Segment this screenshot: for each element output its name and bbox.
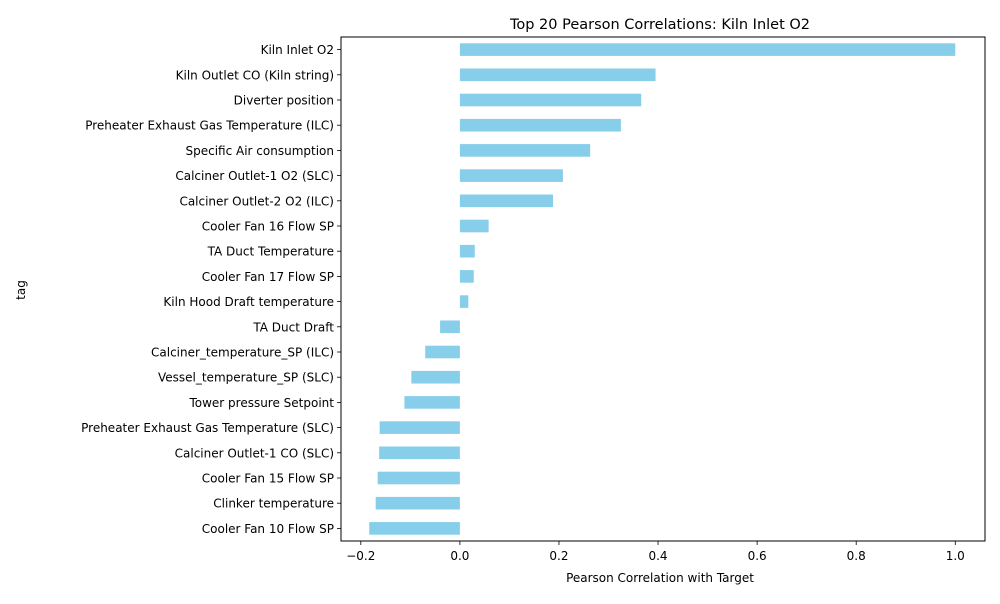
y-tick-label: Calciner Outlet-1 O2 (SLC): [175, 169, 334, 183]
y-tick-label: Cooler Fan 16 Flow SP: [202, 220, 334, 234]
y-tick-label: Calciner Outlet-2 O2 (ILC): [179, 194, 334, 208]
plot-frame: [340, 36, 986, 542]
y-tick-label: Preheater Exhaust Gas Temperature (ILC): [85, 119, 334, 133]
y-tick-label: Preheater Exhaust Gas Temperature (SLC): [81, 421, 334, 435]
y-tick-label: Calciner Outlet-1 CO (SLC): [175, 446, 334, 460]
bar: [425, 345, 460, 359]
y-tick-label: Specific Air consumption: [185, 144, 334, 158]
bars-layer: [369, 43, 956, 535]
bar: [459, 68, 656, 82]
y-tick-label: TA Duct Draft: [252, 320, 334, 334]
y-tick-label: Cooler Fan 15 Flow SP: [202, 472, 334, 486]
y-tick-label: Calciner_temperature_SP (ILC): [151, 346, 334, 360]
bar: [459, 93, 642, 107]
y-tick-label: Vessel_temperature_SP (SLC): [158, 371, 334, 385]
x-tick-label: 0.8: [847, 549, 866, 563]
bar: [459, 169, 563, 182]
y-tick-label: Kiln Hood Draft temperature: [163, 295, 334, 309]
bar: [377, 471, 460, 485]
y-tick-label: Diverter position: [234, 94, 334, 108]
chart-title: Top 20 Pearson Correlations: Kiln Inlet …: [509, 17, 810, 33]
y-tick-label: Kiln Outlet CO (Kiln string): [176, 68, 334, 82]
bar: [375, 496, 460, 510]
y-tick-label: Cooler Fan 17 Flow SP: [202, 270, 334, 284]
bar: [459, 144, 591, 157]
bar: [369, 522, 460, 535]
x-axis-label: Pearson Correlation with Target: [566, 571, 754, 585]
bar: [411, 370, 460, 384]
bar: [440, 320, 460, 334]
bar: [379, 421, 460, 434]
x-tick-label: −0.2: [346, 549, 375, 563]
bar: [459, 43, 956, 56]
bar: [459, 295, 469, 308]
y-tick-label: Kiln Inlet O2: [261, 43, 334, 57]
bar: [459, 194, 554, 208]
bar: [459, 270, 474, 283]
bar: [459, 219, 489, 233]
x-tick-label: 0.6: [748, 549, 767, 563]
x-tick-label: 0.0: [450, 549, 469, 563]
y-tick-label: Tower pressure Setpoint: [188, 396, 334, 410]
bar: [379, 446, 460, 460]
y-ticks-layer: Kiln Inlet O2 Kiln Outlet CO (Kiln string…: [81, 43, 341, 536]
x-tick-label: 0.2: [549, 549, 568, 563]
y-tick-label: Cooler Fan 10 Flow SP: [202, 522, 334, 536]
y-tick-label: Clinker temperature: [213, 497, 334, 511]
y-tick-label: TA Duct Temperature: [207, 245, 334, 259]
y-axis-label: tag: [14, 280, 28, 300]
bar: [459, 244, 475, 258]
x-tick-label: 1.0: [946, 549, 965, 563]
bar: [459, 118, 621, 132]
x-ticks-layer: −0.2 0.0 0.2 0.4 0.6 0.8 1.0: [346, 541, 965, 563]
x-tick-label: 0.4: [648, 549, 667, 563]
bar: [404, 396, 460, 409]
